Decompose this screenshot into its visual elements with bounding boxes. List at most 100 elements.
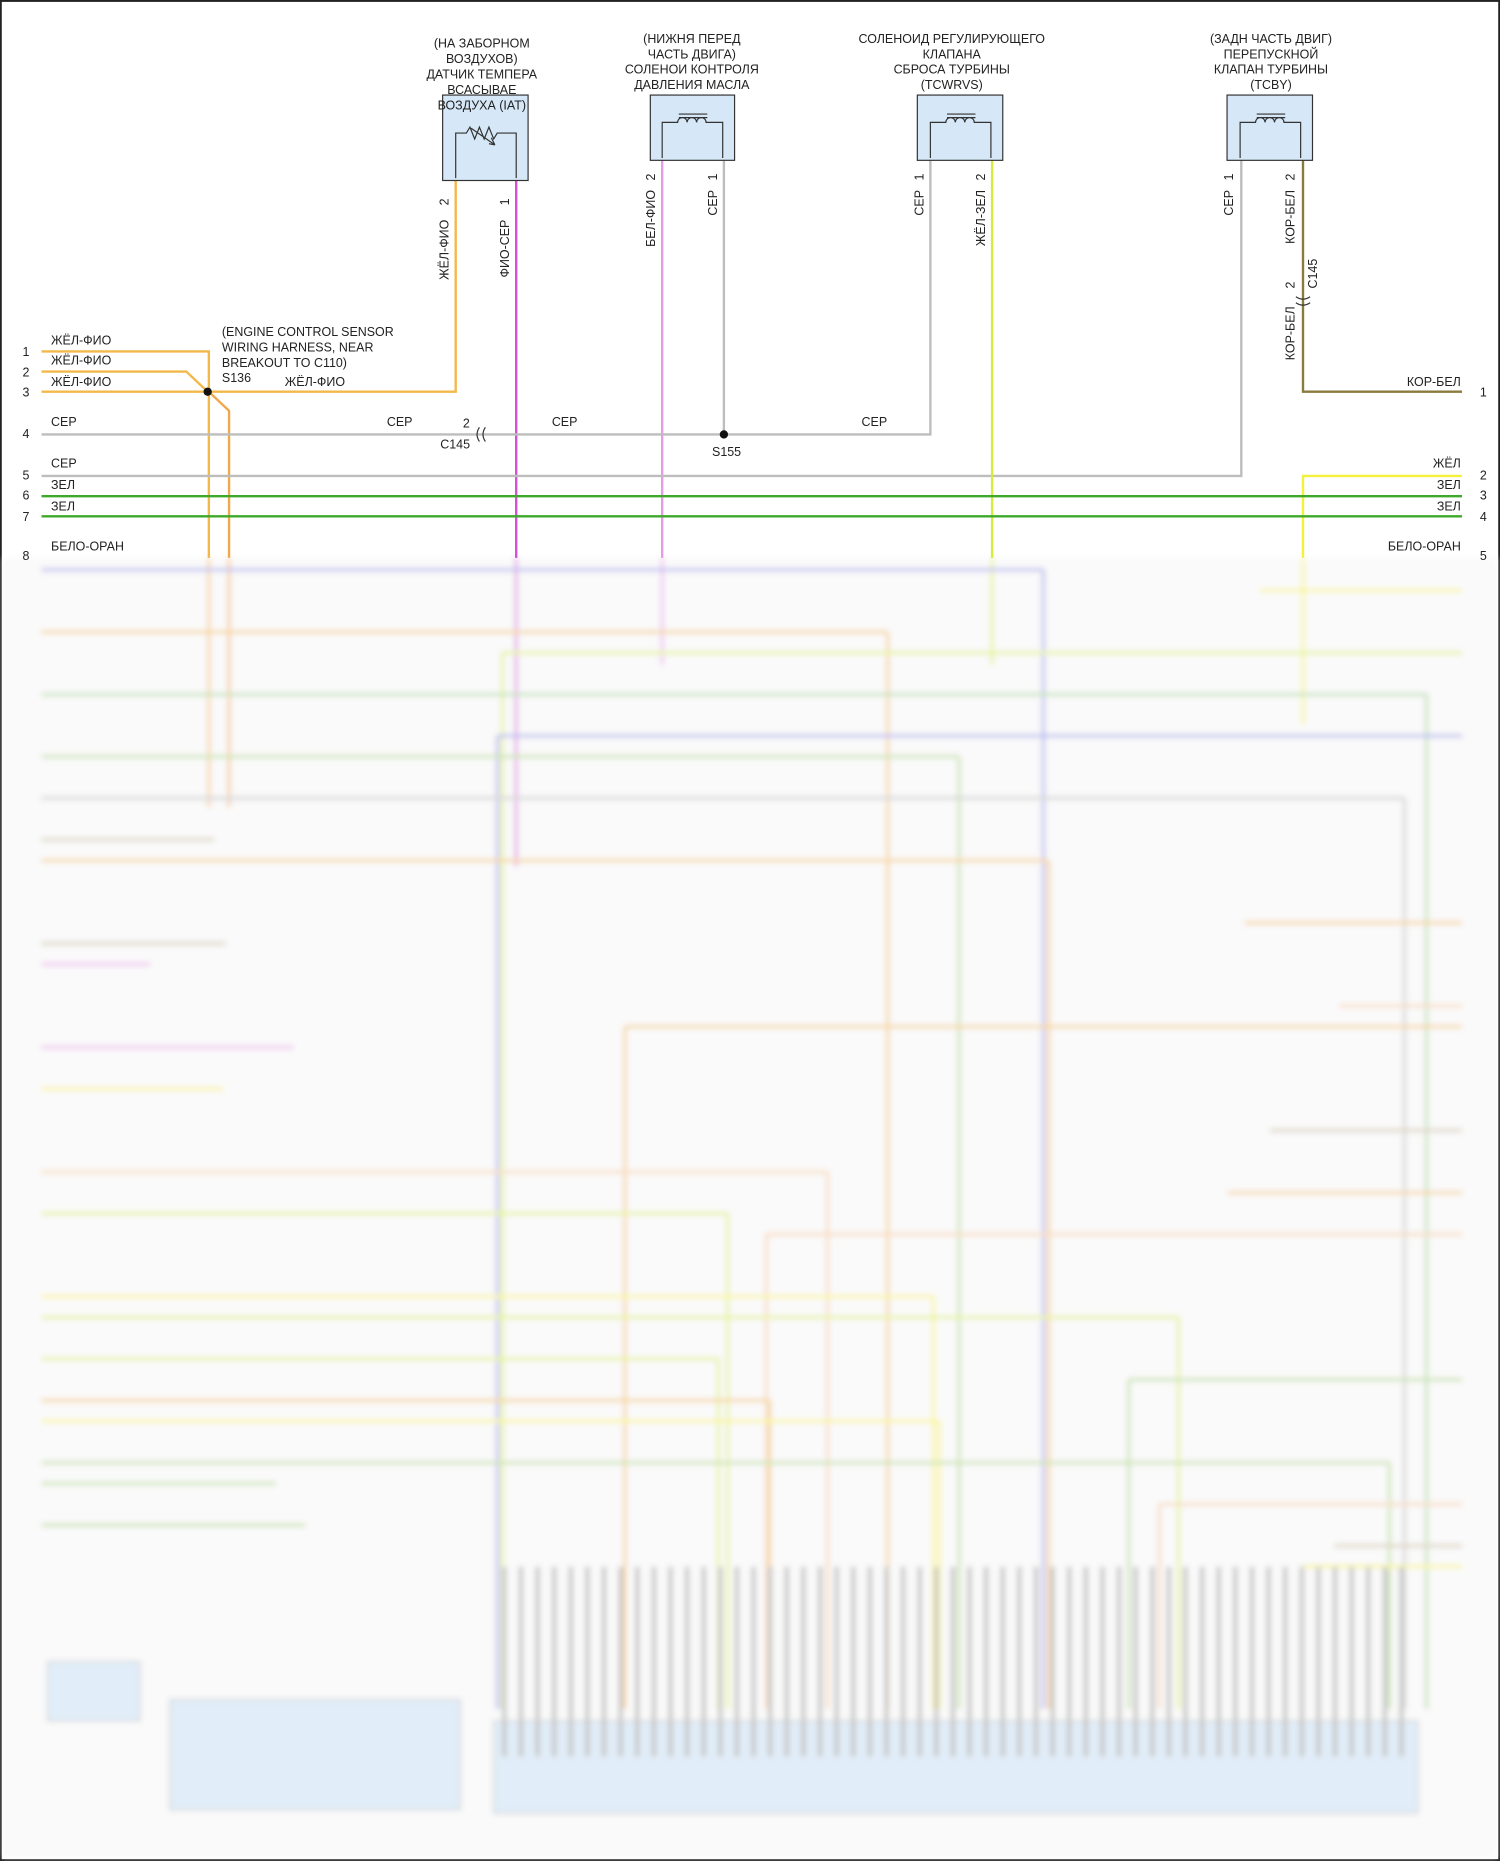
wire-left-2 — [41, 370, 209, 393]
svg-text:2: 2 — [1284, 174, 1298, 181]
svg-text:ПЕРЕПУСКНОЙ: ПЕРЕПУСКНОЙ — [1224, 46, 1319, 61]
svg-text:СЕР: СЕР — [912, 190, 926, 216]
iat-sensor — [442, 94, 529, 182]
svg-text:1: 1 — [706, 174, 720, 181]
splice-s155-label: S155 — [712, 445, 741, 459]
svg-text:6: 6 — [23, 489, 30, 503]
wire-left-3 — [41, 180, 457, 393]
svg-text:2: 2 — [644, 174, 658, 181]
iat-title: (НА ЗАБОРНОМ ВОЗДУХОВ) ДАТЧИК ТЕМПЕРА ВС… — [426, 37, 537, 113]
tcwrvs-solenoid — [916, 94, 1004, 161]
svg-text:КЛАПАНА: КЛАПАНА — [923, 47, 982, 61]
svg-text:BREAKOUT TO C110): BREAKOUT TO C110) — [222, 356, 347, 370]
svg-text:ДАВЛЕНИЯ МАСЛА: ДАВЛЕНИЯ МАСЛА — [634, 78, 750, 92]
svg-text:8: 8 — [23, 549, 30, 563]
svg-text:БЕЛО-ОРАН: БЕЛО-ОРАН — [51, 540, 124, 554]
tcwrvs-title: СОЛЕНОИД РЕГУЛИРУЮЩЕГО КЛАПАНА СБРОСА ТУ… — [858, 32, 1045, 92]
svg-text:3: 3 — [23, 385, 30, 399]
wire-tcby-pin2 — [1301, 160, 1463, 393]
svg-text:ЖЁЛ-ФИО: ЖЁЛ-ФИО — [51, 375, 112, 389]
wires — [41, 160, 1463, 558]
svg-text:СЕР: СЕР — [1222, 190, 1236, 216]
oil-solenoid-title: (НИЖНЯ ПЕРЕД ЧАСТЬ ДВИГА) СОЛЕНОИ КОНТРО… — [625, 32, 759, 92]
solenoid-coil-icon — [1239, 113, 1302, 158]
svg-text:ЗЕЛ: ЗЕЛ — [51, 499, 75, 513]
splice-s136-dot — [203, 387, 212, 396]
svg-text:СЕР: СЕР — [51, 457, 77, 471]
svg-text:ЗЕЛ: ЗЕЛ — [51, 478, 75, 492]
svg-text:1: 1 — [498, 198, 512, 205]
svg-text:S136: S136 — [222, 371, 251, 385]
c145-pin: 2 — [463, 416, 470, 430]
svg-text:2: 2 — [438, 198, 452, 205]
svg-text:КЛАПАН ТУРБИНЫ: КЛАПАН ТУРБИНЫ — [1214, 63, 1328, 77]
c145-label: C145 — [440, 438, 470, 452]
solenoid-coil-icon — [661, 113, 724, 158]
svg-text:СОЛЕНОИ КОНТРОЛЯ: СОЛЕНОИ КОНТРОЛЯ — [625, 63, 759, 77]
svg-text:4: 4 — [23, 427, 30, 441]
solenoid-coil-icon — [929, 113, 992, 158]
left-connector-pins: 1 ЖЁЛ-ФИО 2 ЖЁЛ-ФИО 3 ЖЁЛ-ФИО 4 СЕР 5 СЕР 6 ЗЕ… — [23, 333, 124, 563]
wire-left-1 — [41, 350, 211, 558]
svg-text:ЖЁЛ: ЖЁЛ — [1433, 457, 1461, 471]
svg-text:2: 2 — [1480, 469, 1487, 483]
svg-text:(TCWRVS): (TCWRVS) — [921, 78, 983, 92]
blurred-lower-diagram — [2, 557, 1498, 1859]
blurred-wire — [493, 1720, 1419, 1815]
wire-right-2 — [1301, 474, 1463, 558]
svg-text:(ЗАДН ЧАСТЬ ДВИГ): (ЗАДН ЧАСТЬ ДВИГ) — [1210, 32, 1332, 46]
svg-text:4: 4 — [1480, 510, 1487, 524]
svg-text:(НА ЗАБОРНОМ: (НА ЗАБОРНОМ — [434, 37, 530, 51]
svg-text:ВСАСЫВАЕ: ВСАСЫВАЕ — [447, 83, 516, 97]
oil-pressure-solenoid — [649, 94, 736, 161]
svg-text:ЗЕЛ: ЗЕЛ — [1437, 478, 1461, 492]
svg-text:ФИО-СЕР: ФИО-СЕР — [498, 220, 512, 278]
svg-text:ЖЁЛ-ФИО: ЖЁЛ-ФИО — [285, 375, 346, 389]
svg-text:КОР-БЕЛ: КОР-БЕЛ — [1407, 375, 1461, 389]
svg-text:7: 7 — [23, 510, 30, 524]
svg-text:ЖЁЛ-ЗЕЛ: ЖЁЛ-ЗЕЛ — [974, 190, 988, 246]
blurred-wire — [2, 557, 1498, 1859]
svg-text:2: 2 — [23, 365, 30, 379]
splice-s136-label: (ENGINE CONTROL SENSOR WIRING HARNESS, N… — [222, 325, 394, 389]
blurred-wire — [169, 1698, 462, 1811]
svg-text:2: 2 — [974, 174, 988, 181]
blurred-wire — [46, 1660, 141, 1722]
svg-text:ДАТЧИК ТЕМПЕРА: ДАТЧИК ТЕМПЕРА — [426, 67, 537, 81]
svg-text:5: 5 — [23, 469, 30, 483]
right-connector-pins: 1 КОР-БЕЛ 2 ЖЁЛ 3 ЗЕЛ 4 ЗЕЛ 5 БЕЛО-ОРАН — [1388, 375, 1487, 563]
svg-text:1: 1 — [1222, 174, 1236, 181]
vertical-pin-labels: 2 ЖЁЛ-ФИО 1 ФИО-СЕР 2 БЕЛ-ФИО 1 СЕР 1 СЕ… — [438, 174, 1321, 361]
svg-text:СОЛЕНОИД РЕГУЛИРУЮЩЕГО: СОЛЕНОИД РЕГУЛИРУЮЩЕГО — [858, 32, 1045, 46]
svg-text:ЖЁЛ-ФИО: ЖЁЛ-ФИО — [438, 219, 452, 280]
connector-c145-tcby-icon — [1295, 296, 1311, 306]
svg-text:ВОЗДУХОВ): ВОЗДУХОВ) — [446, 52, 518, 66]
gray-label: СЕР — [387, 415, 413, 429]
svg-text:КОР-БЕЛ: КОР-БЕЛ — [1284, 306, 1298, 360]
wire-left-4 — [41, 160, 932, 436]
svg-text:ЧАСТЬ ДВИГА): ЧАСТЬ ДВИГА) — [648, 47, 736, 61]
svg-text:1: 1 — [912, 174, 926, 181]
svg-text:(TCBY): (TCBY) — [1250, 78, 1292, 92]
svg-text:БЕЛО-ОРАН: БЕЛО-ОРАН — [1388, 540, 1461, 554]
wire-left-5 — [41, 160, 1243, 478]
svg-text:ЖЁЛ-ФИО: ЖЁЛ-ФИО — [51, 353, 112, 367]
svg-text:1: 1 — [23, 345, 30, 359]
svg-text:СБРОСА ТУРБИНЫ: СБРОСА ТУРБИНЫ — [894, 63, 1010, 77]
svg-text:C145: C145 — [1306, 259, 1320, 289]
svg-text:(ENGINE CONTROL SENSOR: (ENGINE CONTROL SENSOR — [222, 325, 394, 339]
svg-text:БЕЛ-ФИО: БЕЛ-ФИО — [644, 190, 658, 247]
svg-text:(НИЖНЯ ПЕРЕД: (НИЖНЯ ПЕРЕД — [643, 32, 741, 46]
thermistor-icon — [455, 125, 517, 179]
svg-text:СЕР: СЕР — [706, 190, 720, 216]
svg-text:5: 5 — [1480, 549, 1487, 563]
svg-text:ЗЕЛ: ЗЕЛ — [1437, 499, 1461, 513]
svg-text:1: 1 — [1480, 385, 1487, 399]
svg-text:WIRING HARNESS, NEAR: WIRING HARNESS, NEAR — [222, 340, 374, 354]
connector-c145-icon — [476, 427, 486, 442]
tcby-valve — [1226, 94, 1314, 161]
svg-text:КОР-БЕЛ: КОР-БЕЛ — [1284, 190, 1298, 244]
svg-text:3: 3 — [1480, 489, 1487, 503]
splice-s155-dot — [719, 430, 729, 439]
